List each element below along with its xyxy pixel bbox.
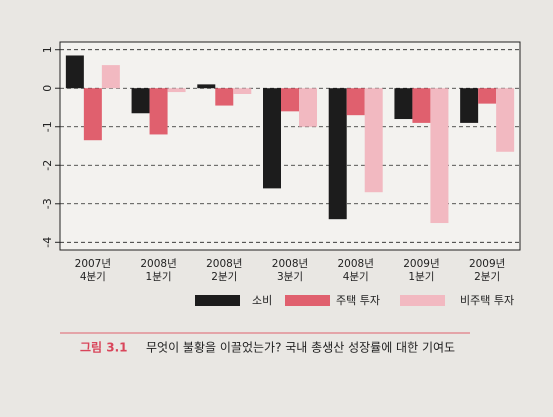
bar — [131, 88, 150, 114]
legend-swatch — [195, 295, 240, 306]
bar — [478, 88, 497, 104]
bar — [149, 88, 168, 135]
x-tick-label: 2007년 4분기 — [74, 258, 112, 283]
bar — [346, 88, 365, 116]
x-tick-label-box: 2008년 1분기 — [140, 258, 177, 283]
y-tick-label: -4 — [41, 237, 54, 248]
bar — [215, 88, 234, 106]
bar — [299, 88, 317, 127]
legend-swatch — [400, 295, 445, 306]
bar — [233, 88, 252, 94]
caption: 무엇이 불황을 이끌었는가? 국내 총생산 성장률에 대한 기여도 — [146, 341, 455, 355]
bar — [197, 84, 216, 89]
bar — [167, 88, 186, 93]
x-tick-label-box: 2007년 4분기 — [74, 258, 112, 283]
bar — [496, 88, 515, 152]
bar — [281, 88, 299, 112]
y-tick-label: -2 — [41, 160, 54, 171]
bar — [263, 88, 281, 189]
bar — [394, 88, 413, 120]
y-tick-label: 1 — [41, 46, 54, 53]
figure-label: 그림 3.1 — [80, 341, 128, 355]
legend-swatch — [285, 295, 330, 306]
bar — [364, 88, 383, 193]
legend-label: 비주택 투자 — [460, 294, 514, 307]
x-tick-label: 2008년 4분기 — [337, 258, 374, 283]
bar — [412, 88, 431, 123]
x-tick-label: 2008년 2분기 — [206, 258, 243, 283]
x-tick-label: 2008년 1분기 — [140, 258, 177, 283]
y-tick-label: -1 — [41, 121, 54, 132]
bar — [65, 55, 84, 89]
bar — [83, 88, 102, 141]
x-tick-label: 2008년 3분기 — [271, 258, 309, 283]
x-tick-label: 2009년 2분기 — [468, 258, 506, 283]
y-tick-label: -3 — [41, 198, 54, 209]
x-tick-label-box: 2008년 4분기 — [337, 258, 374, 283]
x-tick-label-box: 2009년 2분기 — [468, 258, 506, 283]
legend-label: 소비 — [252, 294, 272, 307]
x-tick-label: 2009년 1분기 — [403, 258, 440, 283]
x-tick-label-box: 2009년 1분기 — [403, 258, 440, 283]
bar — [328, 88, 347, 220]
legend-label: 주택 투자 — [336, 294, 380, 307]
bar — [101, 65, 120, 89]
x-tick-label-box: 2008년 2분기 — [206, 258, 243, 283]
bar — [430, 88, 449, 224]
bar — [460, 88, 479, 123]
x-tick-label-box: 2008년 3분기 — [271, 258, 309, 283]
plot-frame — [59, 41, 521, 251]
y-tick-label: 0 — [41, 85, 54, 92]
